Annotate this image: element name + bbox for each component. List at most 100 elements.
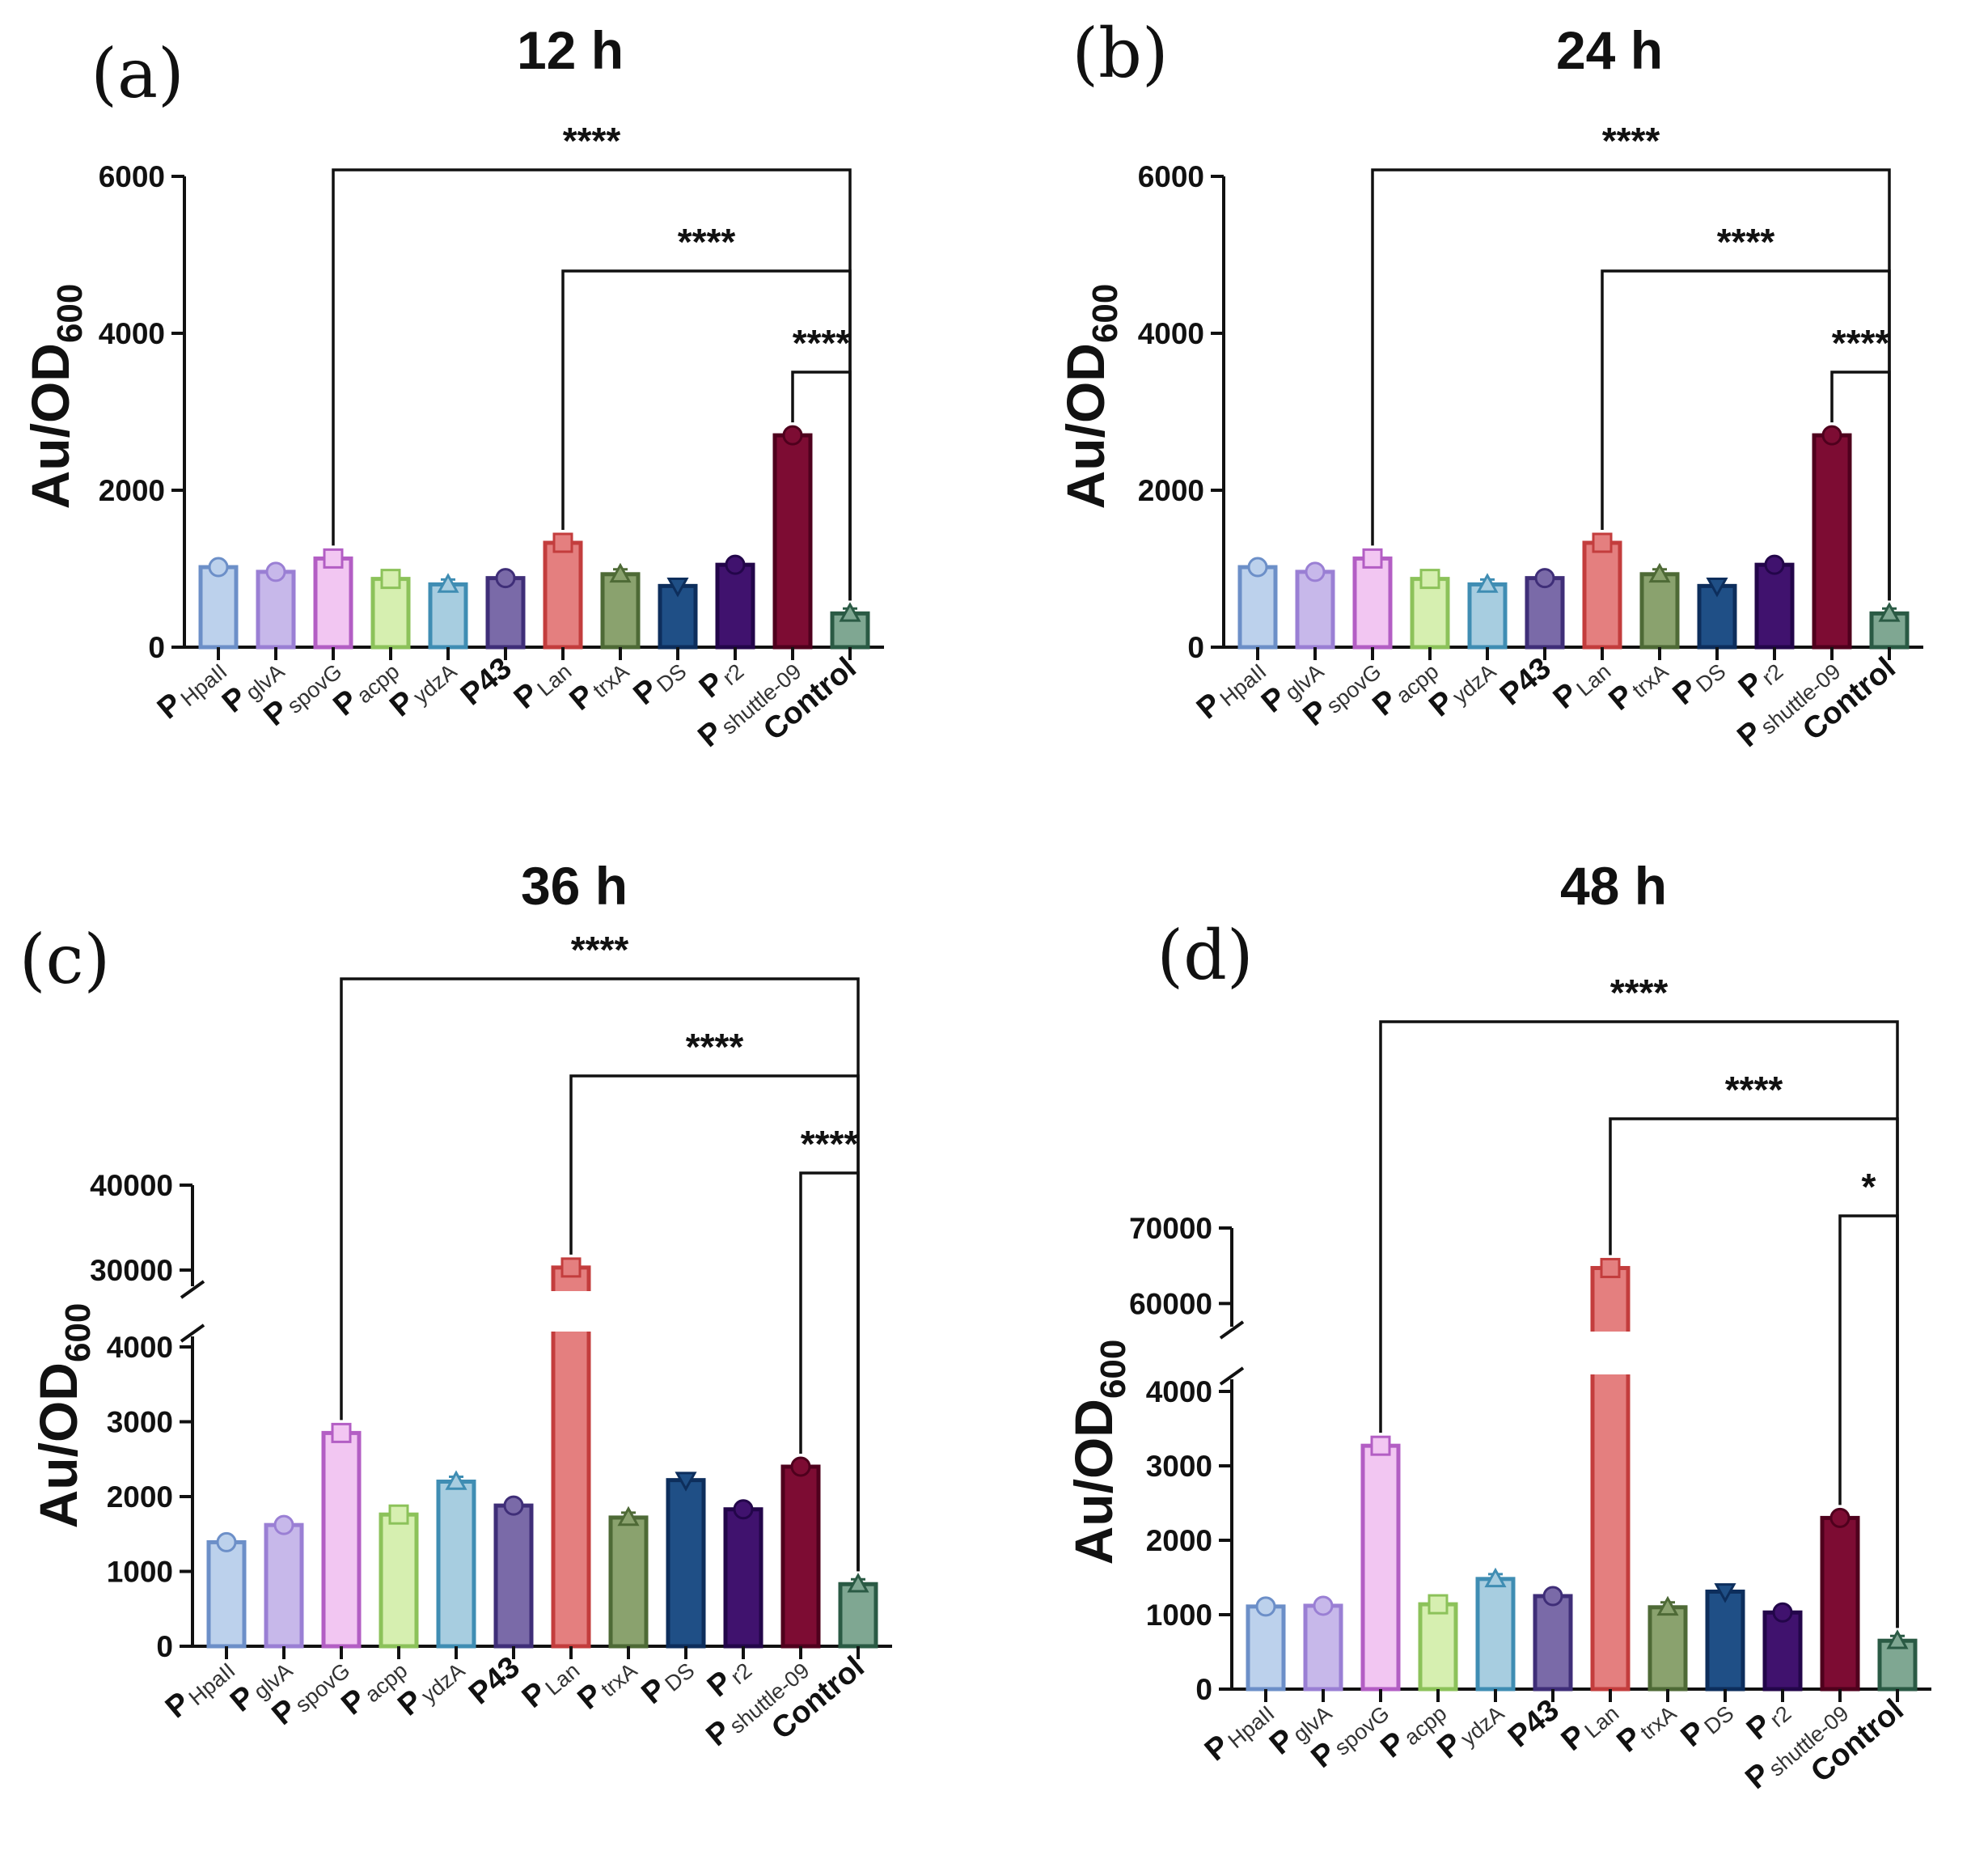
data-point [1247, 557, 1268, 578]
chart-panel-b: (b) 24 hAu/OD6000200040006000PHpaIIPglvAP… [1055, 14, 1923, 754]
data-point [733, 1499, 754, 1520]
axis-break-mark [1219, 1320, 1245, 1340]
data-point [437, 573, 459, 593]
bar [1418, 1602, 1458, 1692]
significance-label: **** [1602, 120, 1660, 162]
y-tick-label: 3000 [107, 1406, 173, 1439]
y-tick-label: 70000 [1129, 1212, 1212, 1245]
data-point [1484, 1567, 1507, 1588]
bar [1820, 1515, 1860, 1692]
data-point [380, 569, 401, 590]
y-tick-label: 1000 [1146, 1599, 1212, 1632]
y-tick-label: 2000 [99, 474, 165, 507]
data-point [1362, 548, 1383, 569]
data-point [503, 1495, 524, 1516]
y-axis-label: Au/OD600 [1064, 1340, 1133, 1565]
y-tick-label: 4000 [1146, 1375, 1212, 1408]
bar [1754, 562, 1795, 650]
y-tick-label: 0 [156, 1630, 173, 1663]
y-tick-label: 4000 [99, 317, 165, 350]
significance-bracket [1371, 168, 1891, 601]
bar [198, 565, 239, 650]
y-axis-label: Au/OD600 [1055, 284, 1125, 510]
data-point [609, 562, 632, 583]
significance-bracket [1838, 1214, 1899, 1628]
bar [1525, 576, 1565, 650]
significance-bracket [1830, 371, 1891, 601]
y-tick-label: 1000 [107, 1556, 173, 1589]
data-point [1476, 573, 1499, 593]
bar [264, 1522, 304, 1649]
bar [321, 1430, 362, 1649]
panel-letter: (c) [19, 920, 111, 999]
y-tick-label: 30000 [90, 1254, 173, 1287]
data-point [1542, 1586, 1563, 1607]
x-tick-label: PtrxA [1611, 1693, 1681, 1760]
significance-label: **** [571, 929, 629, 971]
bar [772, 433, 813, 650]
significance-label: **** [1832, 322, 1890, 364]
x-tick-label: PDS [1675, 1693, 1739, 1755]
significance-bracket [799, 1171, 860, 1572]
x-tick-label: Pacpp [335, 1650, 412, 1722]
significance-label: **** [801, 1123, 859, 1165]
data-point [782, 425, 803, 446]
data-point [208, 557, 229, 578]
data-point [839, 602, 861, 622]
data-point [560, 1257, 582, 1278]
x-tick-label: PLan [516, 1650, 585, 1716]
data-point [847, 1573, 869, 1593]
axis-break-mark [180, 1280, 205, 1299]
bar [715, 562, 755, 650]
bar [1352, 556, 1393, 650]
data-point [675, 1472, 697, 1492]
data-point [445, 1470, 467, 1490]
bar [493, 1503, 534, 1649]
bar [780, 1464, 821, 1649]
x-tick-label: PtrxA [572, 1650, 642, 1717]
x-tick-label: P43 [463, 1650, 527, 1712]
x-tick-label: PydzA [383, 651, 461, 724]
y-tick-label: 0 [148, 631, 165, 664]
bar [1705, 1589, 1745, 1692]
bar [1475, 1577, 1516, 1692]
data-point [790, 1456, 811, 1477]
data-point [1370, 1435, 1391, 1456]
x-tick-label: Pr2 [701, 1650, 757, 1704]
data-point [265, 561, 286, 582]
bar-break-gap [548, 1291, 594, 1332]
x-tick-label: PDS [1667, 651, 1731, 713]
bar [313, 556, 353, 650]
data-point [1764, 554, 1785, 575]
panel-letter: (b) [1072, 14, 1168, 93]
bar [428, 582, 468, 650]
bar [1812, 433, 1852, 650]
bar [206, 1539, 247, 1649]
x-tick-label: Pr2 [693, 651, 749, 705]
significance-label: * [1862, 1166, 1876, 1208]
x-tick-label: PLan [508, 651, 577, 717]
y-tick-label: 2000 [107, 1480, 173, 1514]
x-tick-label: Pacpp [327, 651, 404, 723]
bar [1762, 1610, 1803, 1692]
x-tick-label: PDS [628, 651, 692, 713]
significance-label: **** [793, 322, 851, 364]
bar [370, 577, 411, 650]
axis-break-mark [180, 1323, 205, 1343]
bar [1246, 1604, 1286, 1692]
chart-title: 12 h [517, 20, 624, 80]
data-point [725, 554, 746, 575]
bar [1590, 1265, 1631, 1692]
significance-label: **** [1725, 1069, 1783, 1111]
y-tick-label: 0 [1187, 631, 1204, 664]
data-point [331, 1422, 352, 1443]
panel-letter: (d) [1157, 916, 1253, 995]
x-tick-label: PtrxA [564, 651, 634, 718]
data-point [1648, 562, 1671, 583]
significance-label: **** [686, 1026, 744, 1068]
bar [608, 1515, 649, 1649]
bar [1295, 570, 1335, 650]
bar [838, 1582, 878, 1649]
y-tick-label: 2000 [1138, 474, 1204, 507]
x-tick-label: Pr2 [1732, 651, 1788, 705]
